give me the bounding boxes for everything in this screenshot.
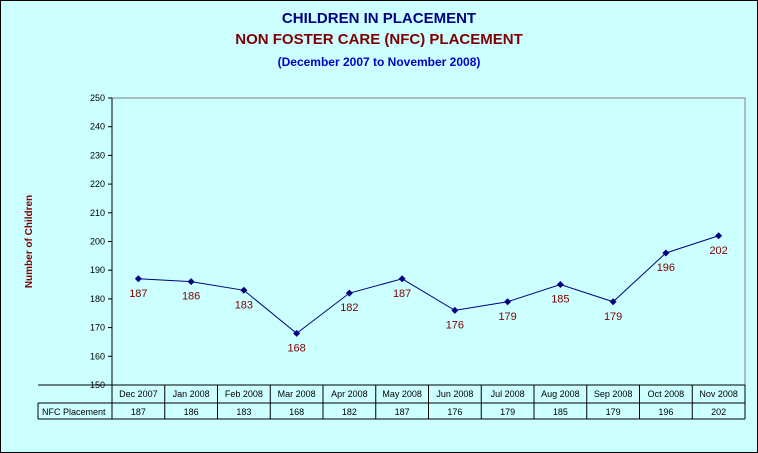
y-tick-label: 220 — [90, 179, 105, 189]
x-tick-label: Aug 2008 — [541, 389, 580, 399]
table-cell-value: 202 — [711, 407, 726, 417]
x-tick-label: May 2008 — [382, 389, 422, 399]
x-tick-label: Nov 2008 — [699, 389, 738, 399]
x-tick-label: Apr 2008 — [331, 389, 368, 399]
table-series-name: NFC Placement — [42, 407, 106, 417]
data-label: 196 — [657, 262, 675, 274]
table-cell-value: 183 — [236, 407, 251, 417]
y-axis-title: Number of Children — [24, 195, 35, 288]
y-tick-label: 240 — [90, 122, 105, 132]
table-cell-value: 187 — [395, 407, 410, 417]
data-point — [293, 329, 301, 337]
x-tick-label: Dec 2007 — [119, 389, 158, 399]
x-tick-label: Jun 2008 — [436, 389, 473, 399]
data-label: 179 — [604, 311, 622, 323]
data-label: 186 — [182, 291, 200, 303]
data-point — [187, 278, 195, 286]
x-tick-label: Sep 2008 — [594, 389, 633, 399]
data-label: 183 — [235, 299, 253, 311]
x-tick-label: Mar 2008 — [278, 389, 316, 399]
series-line — [138, 235, 719, 334]
y-tick-label: 190 — [90, 265, 105, 275]
chart-title: CHILDREN IN PLACEMENT — [281, 10, 477, 27]
data-label: 202 — [709, 245, 727, 257]
y-tick-label: 250 — [90, 93, 105, 103]
y-tick-label: 210 — [90, 208, 105, 218]
table-cell-value: 186 — [184, 407, 199, 417]
x-tick-label: Feb 2008 — [225, 389, 263, 399]
chart-subtitle: NON FOSTER CARE (NFC) PLACEMENT — [235, 31, 523, 48]
data-label: 185 — [551, 294, 569, 306]
data-point — [609, 298, 617, 306]
data-point — [134, 275, 142, 283]
data-label: 179 — [498, 311, 516, 323]
x-tick-label: Oct 2008 — [648, 389, 685, 399]
data-label: 176 — [446, 319, 464, 331]
data-point — [662, 249, 670, 257]
data-point — [240, 286, 248, 294]
table-cell-value: 187 — [131, 407, 146, 417]
table-cell-value: 182 — [342, 407, 357, 417]
plot-frame — [111, 97, 746, 386]
y-tick-label: 180 — [90, 294, 105, 304]
data-label: 187 — [393, 288, 411, 300]
data-label: 168 — [287, 342, 305, 354]
chart-date-range: (December 2007 to November 2008) — [277, 55, 481, 69]
data-point — [715, 232, 723, 240]
table-cell-value: 168 — [289, 407, 304, 417]
data-point — [451, 306, 459, 314]
y-tick-label: 170 — [90, 323, 105, 333]
data-label: 187 — [129, 288, 147, 300]
x-tick-label: Jul 2008 — [491, 389, 525, 399]
y-tick-label: 230 — [90, 150, 105, 160]
y-tick-label: 200 — [90, 237, 105, 247]
data-point — [345, 289, 353, 297]
table-cell-value: 196 — [658, 407, 673, 417]
x-tick-label: Jan 2008 — [173, 389, 210, 399]
data-point — [504, 298, 512, 306]
y-tick-label: 160 — [90, 351, 105, 361]
table-cell-value: 179 — [500, 407, 515, 417]
data-point — [556, 281, 564, 289]
data-point — [398, 275, 406, 283]
data-label: 182 — [340, 302, 358, 314]
table-cell-value: 176 — [447, 407, 462, 417]
table-cell-value: 185 — [553, 407, 568, 417]
table-cell-value: 179 — [606, 407, 621, 417]
